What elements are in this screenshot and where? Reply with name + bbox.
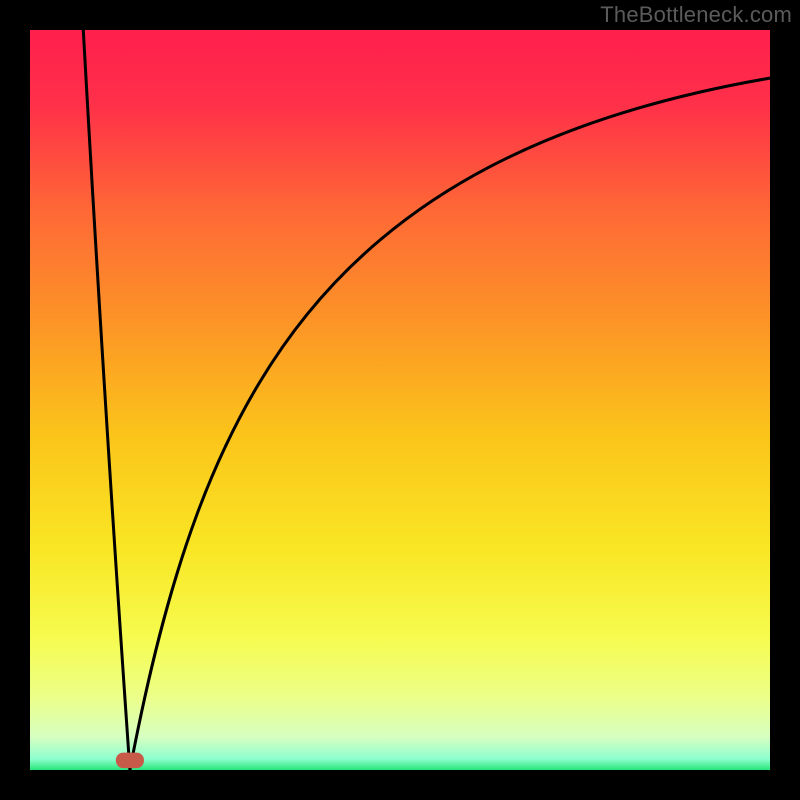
optimal-point-marker <box>116 753 144 769</box>
bottleneck-chart <box>0 0 800 800</box>
chart-plot-area <box>30 30 770 770</box>
watermark-text: TheBottleneck.com <box>600 2 792 28</box>
